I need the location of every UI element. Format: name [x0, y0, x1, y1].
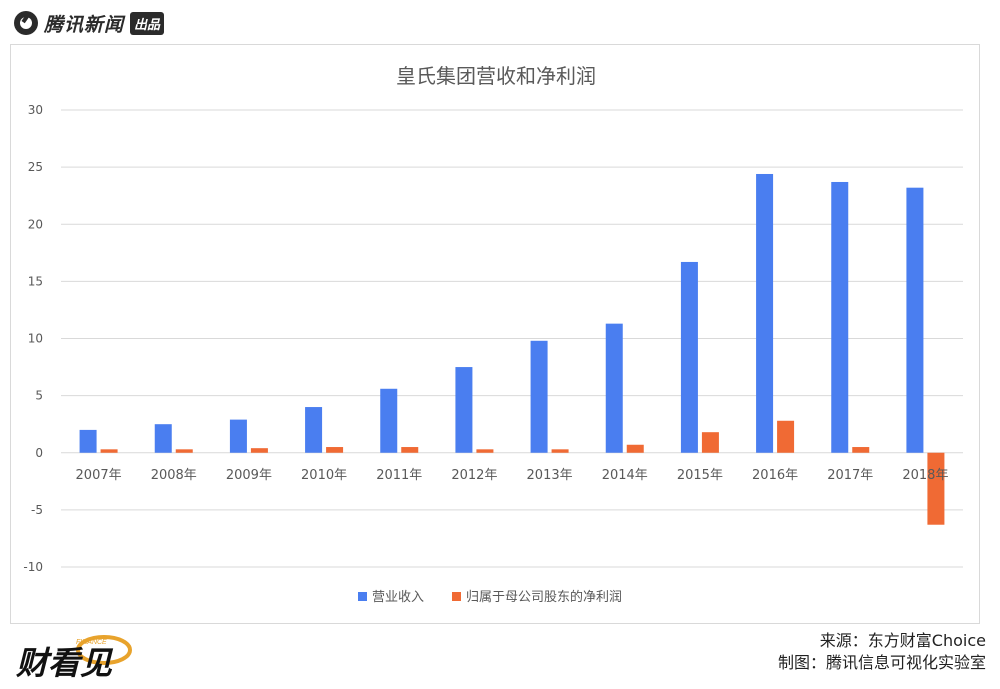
x-tick-label: 2015年 [677, 468, 723, 483]
y-tick-label: 0 [35, 446, 43, 460]
bar-net-profit [927, 452, 945, 525]
x-tick-label: 2012年 [451, 468, 497, 483]
bar-net-profit [551, 449, 569, 453]
bar-chart: 皇氏集团营收和净利润 -10 -5 0 5 10 15 20 25 30 2007年 2008年 200… [23, 64, 963, 605]
x-tick-label: 2009年 [226, 468, 272, 483]
bar-revenue [530, 340, 548, 453]
x-tick-label: 2016年 [752, 468, 798, 483]
brand-name: 腾讯新闻 [44, 13, 125, 36]
credit-line: 制图：腾讯信息可视化实验室 [777, 653, 986, 672]
y-tick-label: 25 [28, 160, 43, 174]
y-tick-label: 15 [28, 274, 43, 288]
caikanjian-logo: 财看见 FINANCE [16, 635, 132, 681]
bar-revenue [229, 419, 247, 453]
x-tick-label: 2017年 [827, 468, 873, 483]
source-line: 来源：东方财富Choice [819, 631, 986, 650]
logo-swoosh-icon [76, 635, 132, 665]
x-tick-label: 2014年 [602, 468, 648, 483]
x-tick-label: 2010年 [301, 468, 347, 483]
bar-net-profit [777, 420, 795, 453]
bar-revenue [605, 323, 623, 453]
logo-text: 财看见 [16, 645, 114, 681]
y-tick-label: -10 [23, 560, 43, 574]
brand-badge: 出品 [130, 11, 165, 35]
bar-revenue [455, 367, 473, 453]
bar-revenue [79, 429, 97, 453]
legend-swatch [452, 592, 461, 601]
y-tick-label: 10 [28, 332, 43, 346]
bar-revenue [756, 173, 774, 453]
x-tick-label: 2008年 [151, 468, 197, 483]
bar-net-profit [175, 449, 193, 453]
footer-source: 来源：东方财富Choice 制图：腾讯信息可视化实验室 [778, 630, 986, 674]
legend-label: 营业收入 [372, 590, 424, 605]
legend-label: 归属于母公司股东的净利润 [466, 589, 622, 605]
y-tick-label: 5 [35, 389, 43, 403]
bar-revenue [380, 388, 398, 453]
bar-revenue [154, 424, 172, 453]
bar-revenue [305, 407, 323, 453]
y-tick-label: 30 [28, 103, 43, 117]
tencent-news-icon [14, 11, 38, 35]
bar-net-profit [250, 448, 268, 453]
x-tick-label: 2011年 [376, 468, 422, 483]
x-tick-label: 2013年 [527, 468, 573, 483]
chart-title: 皇氏集团营收和净利润 [396, 64, 596, 88]
bar-revenue [831, 181, 849, 453]
brand-header: 腾讯新闻 出品 [14, 8, 165, 38]
chart-frame: 皇氏集团营收和净利润 -10 -5 0 5 10 15 20 25 30 2007年 2008年 200… [10, 44, 980, 624]
bar-net-profit [626, 444, 644, 453]
bar-net-profit [100, 449, 118, 453]
bar-net-profit [852, 447, 870, 453]
bar-revenue [680, 261, 698, 453]
x-tick-label: 2018年 [902, 468, 948, 483]
legend-swatch [358, 592, 367, 601]
bar-net-profit [701, 432, 719, 453]
bar-net-profit [476, 449, 494, 453]
bar-net-profit [401, 447, 419, 453]
x-tick-label: 2007年 [76, 468, 122, 483]
y-tick-label: -5 [31, 503, 43, 517]
bar-net-profit [326, 447, 344, 453]
y-tick-label: 20 [28, 217, 43, 231]
logo-subtext: FINANCE [76, 639, 107, 646]
bar-revenue [906, 187, 924, 453]
